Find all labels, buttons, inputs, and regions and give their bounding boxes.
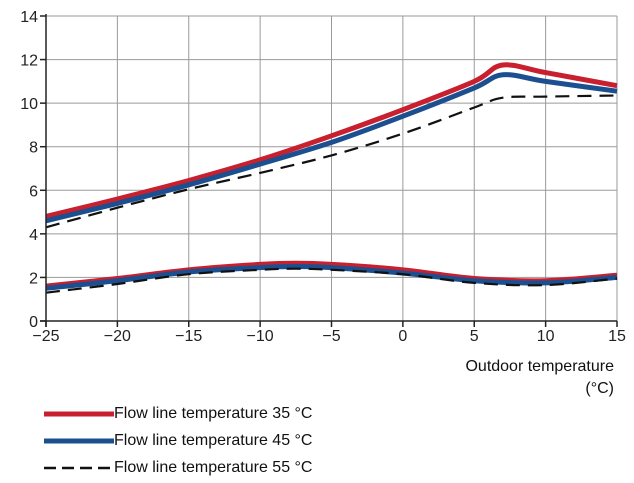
chart: −25 −20 −15 −10 −5 0 5 10 15 0 2 4 6 8 10 12 14 Outdoor … bbox=[20, 9, 626, 397]
y-tick-label: 0 bbox=[29, 314, 38, 331]
x-axis-label: Outdoor temperature bbox=[465, 358, 614, 375]
series-3-curve-2 bbox=[45, 267, 618, 294]
y-tick-label: 2 bbox=[29, 270, 38, 287]
legend-item-55: Flow line temperature 55 °C bbox=[44, 456, 312, 480]
series-layer bbox=[45, 62, 618, 294]
y-tick-label: 8 bbox=[29, 140, 38, 157]
x-tick-label: −20 bbox=[104, 328, 131, 345]
x-tick-label: −15 bbox=[175, 328, 202, 345]
series-1-curve-1 bbox=[45, 62, 618, 219]
grid bbox=[46, 15, 618, 321]
axes bbox=[40, 14, 618, 327]
x-tick-label: 0 bbox=[398, 328, 407, 345]
legend-label-35: Flow line temperature 35 °C bbox=[114, 405, 313, 422]
x-tick-label: 15 bbox=[608, 328, 626, 345]
x-tick-label: −25 bbox=[32, 328, 59, 345]
y-tick-label: 12 bbox=[20, 53, 38, 70]
y-tick-label: 6 bbox=[29, 183, 38, 200]
series-3-curve-1 bbox=[45, 94, 618, 229]
y-tick-label: 10 bbox=[20, 96, 38, 113]
series-2-curve-1 bbox=[45, 72, 618, 224]
x-axis-unit: (°C) bbox=[585, 380, 614, 397]
legend-swatch-55 bbox=[44, 466, 114, 470]
x-tick-label: −10 bbox=[247, 328, 274, 345]
x-tick-label: 5 bbox=[470, 328, 479, 345]
legend-label-55: Flow line temperature 55 °C bbox=[114, 459, 313, 476]
legend: Flow line temperature 35 °C Flow line te… bbox=[44, 402, 312, 483]
x-tick-label: −5 bbox=[322, 328, 340, 345]
tick-labels: −25 −20 −15 −10 −5 0 5 10 15 0 2 4 6 8 10 12 14 bbox=[20, 9, 626, 345]
legend-label-45: Flow line temperature 45 °C bbox=[114, 432, 313, 449]
legend-swatch-45 bbox=[44, 438, 114, 444]
series-2-curve-2 bbox=[45, 264, 618, 291]
x-tick-label: 10 bbox=[537, 328, 555, 345]
y-tick-label: 14 bbox=[20, 9, 38, 26]
legend-item-45: Flow line temperature 45 °C bbox=[44, 429, 312, 453]
y-tick-label: 4 bbox=[29, 227, 38, 244]
legend-item-35: Flow line temperature 35 °C bbox=[44, 402, 312, 426]
legend-swatch-35 bbox=[44, 411, 114, 417]
